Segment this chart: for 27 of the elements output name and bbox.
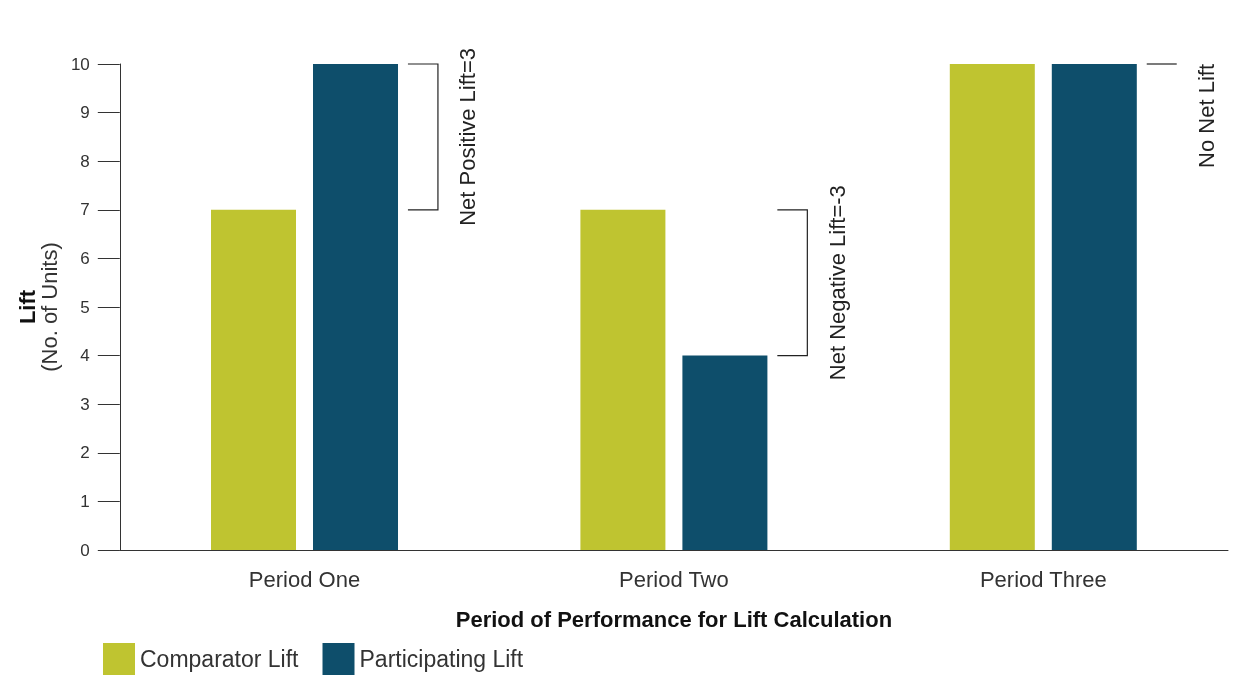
bar <box>580 209 666 550</box>
y-tick-label: 3 <box>80 394 90 414</box>
y-tick-label: 2 <box>80 443 90 463</box>
y-tick-label: 0 <box>80 540 90 560</box>
bar <box>682 355 768 550</box>
y-tick-label: 9 <box>80 103 90 123</box>
annotation: Net Positive Lift=3 <box>455 47 481 226</box>
y-tick-label: 5 <box>80 297 90 317</box>
y-axis-title: Lift (No. of Units) <box>14 242 62 372</box>
annotation: No Net Lift <box>1194 64 1220 168</box>
y-tick-label: 4 <box>80 346 90 366</box>
x-tick-label: Period Two <box>619 566 729 592</box>
legend-label: Comparator Lift <box>140 646 300 672</box>
x-tick-label: Period One <box>248 566 361 592</box>
y-tick-label: 7 <box>80 200 90 220</box>
bar <box>1051 64 1137 550</box>
y-tick-label: 8 <box>80 151 90 171</box>
bar <box>313 64 399 550</box>
bar <box>949 64 1035 550</box>
legend-label: Participating Lift <box>359 646 524 672</box>
y-tick-label: 6 <box>80 248 90 268</box>
annotation: Net Negative Lift=-3 <box>824 185 850 381</box>
x-tick-label: Period Three <box>979 566 1107 592</box>
y-tick-label: 1 <box>80 491 90 511</box>
x-axis-title: Period of Performance for Lift Calculation <box>455 606 893 632</box>
y-tick-label: 10 <box>70 54 90 74</box>
bar <box>211 209 297 550</box>
